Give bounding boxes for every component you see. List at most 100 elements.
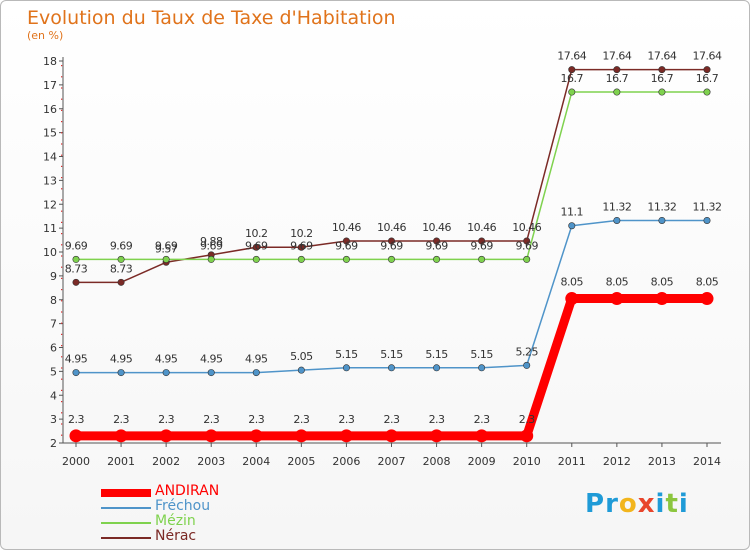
x-tick-label: 2008 (423, 455, 451, 468)
x-tick-label: 2014 (693, 455, 721, 468)
x-tick-label: 2003 (197, 455, 225, 468)
y-minor-dot (61, 356, 63, 358)
line-chart: 2 3 4 5 6 7 8 9 10 11 12 13 14 15 16 17 18 2000 2001 2002 20… (43, 50, 722, 468)
data-label: 2.3 (158, 413, 174, 426)
y-minor-dot (61, 165, 63, 167)
data-point (700, 292, 714, 306)
data-label: 4.95 (155, 353, 178, 366)
data-point (252, 369, 260, 377)
data-point (387, 237, 395, 245)
data-point (387, 364, 395, 372)
y-minor-dot (61, 300, 63, 302)
data-label: 10.2 (290, 227, 313, 240)
x-tick-label: 2004 (242, 455, 270, 468)
x-tick-label: 2007 (378, 455, 406, 468)
data-point (342, 237, 350, 245)
y-unit-label: (en %) (27, 29, 64, 42)
data-point (294, 429, 308, 443)
data-label: 4.95 (65, 353, 88, 366)
data-point (207, 255, 215, 263)
data-label: 4.95 (200, 353, 223, 366)
data-point (114, 429, 128, 443)
data-label: 5.15 (470, 348, 493, 361)
y-tick-label: 9 (50, 270, 57, 283)
legend-swatch (101, 489, 151, 497)
data-label: 9.69 (380, 239, 403, 252)
data-label: 8.05 (606, 276, 629, 289)
data-point (162, 369, 170, 377)
data-point (207, 369, 215, 377)
data-point (252, 243, 260, 251)
data-point (72, 278, 80, 286)
y-minor-dot (61, 322, 63, 324)
data-label: 17.64 (647, 50, 676, 63)
data-label: 5.15 (335, 348, 358, 361)
data-point (703, 216, 711, 224)
data-label: 9.69 (245, 239, 268, 252)
y-minor-dot (61, 121, 63, 123)
data-point (339, 429, 353, 443)
data-label: 9.69 (290, 239, 313, 252)
data-label: 2.3 (338, 413, 354, 426)
data-point (387, 255, 395, 263)
legend-label: Mézin (155, 513, 196, 529)
y-tick-label: 3 (50, 413, 57, 426)
y-tick-label: 16 (43, 103, 57, 116)
y-minor-dot (61, 423, 63, 425)
data-point (385, 429, 398, 443)
data-label: 2.3 (293, 413, 309, 426)
legend-label: Fréchou (155, 498, 211, 514)
data-label: 10.46 (512, 221, 541, 234)
data-label: 9.69 (515, 239, 538, 252)
legend-label: ANDIRAN (155, 483, 220, 499)
data-label: 11.32 (602, 200, 631, 213)
data-point (117, 369, 125, 377)
data-point (252, 255, 260, 263)
x-tick-label: 2009 (468, 455, 496, 468)
data-point (523, 237, 531, 245)
y-tick-label: 17 (43, 79, 57, 92)
data-label: 5.25 (515, 345, 538, 358)
x-tick-label: 2010 (513, 455, 541, 468)
data-point (297, 243, 305, 251)
y-tick-label: 8 (50, 294, 57, 307)
data-label: 16.7 (651, 72, 674, 85)
data-label: 5.15 (425, 348, 448, 361)
data-point (72, 369, 80, 377)
y-minor-dot (61, 389, 63, 391)
data-label: 2.3 (384, 413, 400, 426)
data-label: 10.46 (467, 221, 496, 234)
x-tick-label: 2006 (332, 455, 360, 468)
data-label: 10.2 (245, 227, 268, 240)
y-minor-dot (61, 132, 63, 134)
data-label: 4.95 (245, 353, 268, 366)
data-point (162, 255, 170, 263)
y-minor-dot (61, 277, 63, 279)
data-point (475, 429, 489, 443)
data-point (568, 222, 576, 230)
data-point (613, 66, 621, 74)
y-tick-label: 4 (50, 389, 57, 402)
data-point (117, 255, 125, 263)
data-label: 9.69 (65, 239, 88, 252)
proxiti-logo: Proxiti (585, 489, 689, 519)
x-tick-label: 2013 (648, 455, 676, 468)
data-point (478, 364, 486, 372)
data-point (117, 278, 125, 286)
data-label: 5.15 (380, 348, 403, 361)
data-point (610, 292, 624, 306)
data-point (613, 216, 621, 224)
x-tick-label: 2002 (152, 455, 180, 468)
y-minor-dot (61, 311, 63, 313)
y-minor-dot (61, 87, 63, 89)
x-tick-label: 2011 (558, 455, 586, 468)
data-label: 17.64 (693, 50, 722, 63)
chart-title: Evolution du Taux de Taxe d'Habitation (27, 7, 396, 29)
data-point (249, 429, 263, 443)
y-tick-label: 7 (50, 318, 57, 331)
y-minor-dot (61, 244, 63, 246)
y-minor-dot (61, 401, 63, 403)
data-point (72, 255, 80, 263)
y-minor-dot (61, 98, 63, 100)
